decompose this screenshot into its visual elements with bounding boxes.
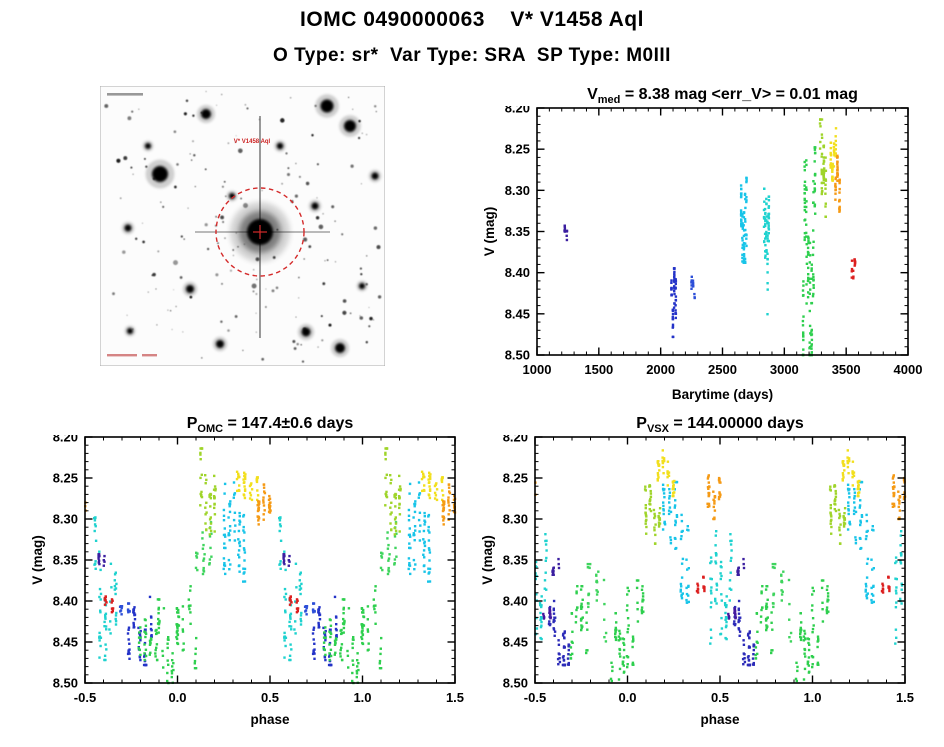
y-tick-label: 8.40 [505, 265, 530, 280]
x-tick-label: 1.0 [353, 690, 371, 705]
lightcurve-title-main: V [587, 86, 598, 103]
x-tick-label: -0.5 [74, 690, 96, 705]
y-tick-label: 8.20 [505, 106, 530, 116]
y-axis-label: V (mag) [480, 535, 495, 585]
x-tick-label: 3000 [770, 362, 799, 377]
star-field-image: V* V1458 Aql [100, 86, 385, 366]
x-tick-label: 1.5 [896, 690, 914, 705]
phase-vsx-title-rest: = 144.00000 days [668, 415, 804, 432]
phase-omc-title-rest: = 147.4±0.6 days [223, 415, 354, 432]
finder-chart-panel: V* V1458 Aql [100, 86, 385, 366]
phase-vsx-panel: PVSX = 144.00000 days -0.5 0.0 0.5 1.0 1.5 8.… [478, 413, 926, 731]
y-tick-label: 8.50 [53, 676, 78, 691]
corner-annotation-mark [107, 354, 137, 357]
x-tick-label: 1500 [584, 362, 613, 377]
y-tick-label: 8.35 [53, 553, 78, 568]
lightcurve-title-sub: med [597, 94, 621, 107]
x-axis-label: Barytime (days) [672, 387, 773, 402]
x-tick-label: 1000 [523, 362, 552, 377]
x-tick-label: 4000 [894, 362, 923, 377]
axes-frame [84, 436, 456, 684]
phase-omc-title-sub: OMC [197, 423, 224, 436]
y-tick-label: 8.35 [505, 224, 530, 239]
target-circle-marker [215, 187, 305, 277]
y-tick-label: 8.40 [53, 594, 78, 609]
x-tick-label: 3500 [832, 362, 861, 377]
y-tick-label: 8.50 [503, 676, 528, 691]
lightcurve-title-rest: = 8.38 mag <err_V> = 0.01 mag [620, 86, 858, 103]
y-tick-label: 8.25 [503, 471, 528, 486]
phase-vsx-title-main: P [636, 415, 647, 432]
x-tick-label: 0.5 [261, 690, 279, 705]
lightcurve-title: Vmed = 8.38 mag <err_V> = 0.01 mag [537, 84, 908, 106]
phase-vsx-title-sub: VSX [646, 423, 669, 436]
bright-stars [121, 94, 382, 357]
y-axis-label: V (mag) [30, 535, 45, 585]
y-tick-label: 8.45 [53, 635, 78, 650]
data-points [84, 447, 457, 685]
x-tick-label: 2000 [646, 362, 675, 377]
y-tick-label: 8.25 [53, 471, 78, 486]
x-tick-label: 0.5 [711, 690, 729, 705]
y-tick-label: 8.35 [503, 553, 528, 568]
page-title: IOMC 0490000063 V* V1458 Aql [300, 8, 644, 31]
y-tick-label: 8.50 [505, 348, 530, 363]
y-tick-label: 8.20 [53, 435, 78, 445]
y-tick-label: 8.45 [503, 635, 528, 650]
lightcurve-panel: Vmed = 8.38 mag <err_V> = 0.01 mag 1000 1… [480, 84, 928, 406]
phase-omc-plot: -0.5 0.0 0.5 1.0 1.5 8.20 8.25 8.30 8.35 8.40 8.45… [30, 435, 464, 727]
target-label: V* V1458 Aql [234, 139, 271, 145]
x-tick-label: 0.0 [168, 690, 186, 705]
data-points [563, 118, 857, 357]
corner-annotation-mark [142, 354, 157, 357]
phase-vsx-plot: -0.5 0.0 0.5 1.0 1.5 8.20 8.25 8.30 8.35 8.40 8.45… [480, 435, 914, 727]
y-tick-label: 8.30 [53, 512, 78, 527]
lightcurve-plot: 1000 1500 2000 2500 3000 3500 4000 8.20 8.25 8.30… [482, 106, 923, 402]
data-points [534, 449, 907, 683]
x-tick-label: 0.0 [618, 690, 636, 705]
x-tick-label: 1.0 [803, 690, 821, 705]
x-tick-label: 2500 [708, 362, 737, 377]
phase-vsx-title: PVSX = 144.00000 days [535, 413, 905, 435]
x-tick-label: 1.5 [446, 690, 464, 705]
phase-omc-title: POMC = 147.4±0.6 days [85, 413, 455, 435]
y-tick-label: 8.30 [505, 183, 530, 198]
y-axis-label: V (mag) [482, 207, 497, 257]
y-tick-label: 8.20 [503, 435, 528, 445]
y-tick-label: 8.40 [503, 594, 528, 609]
y-tick-label: 8.30 [503, 512, 528, 527]
y-tick-label: 8.45 [505, 306, 530, 321]
corner-annotation-mark [107, 93, 143, 96]
x-axis-label: phase [700, 712, 740, 727]
page-subtitle: O Type: sr* Var Type: SRA SP Type: M0III [273, 45, 671, 66]
phase-omc-title-main: P [186, 415, 198, 432]
y-tick-label: 8.25 [505, 142, 530, 157]
axes-frame [536, 107, 909, 356]
x-axis-label: phase [250, 712, 290, 727]
x-tick-label: -0.5 [524, 690, 546, 705]
phase-omc-panel: POMC = 147.4±0.6 days -0.5 0.0 0.5 1.0 1.5 8.… [28, 413, 476, 731]
